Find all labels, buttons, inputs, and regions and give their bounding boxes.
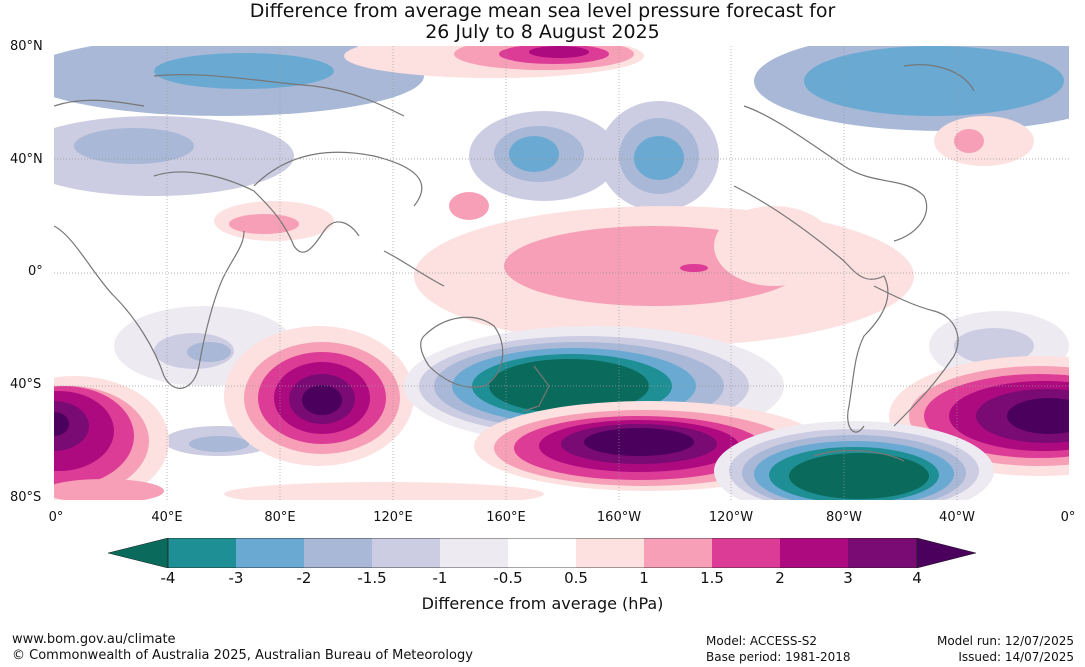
lon-label-80w: 80°W (826, 510, 862, 525)
colorbar-bin (372, 538, 440, 568)
lon-label-80e: 80°E (264, 510, 296, 525)
south-atlantic-high-west (54, 376, 169, 500)
colorbar-tick: -0.5 (493, 569, 523, 587)
colorbar-bin (304, 538, 372, 568)
lat-label-40s: 40°S (10, 377, 42, 392)
lon-label-160e: 160°E (486, 510, 526, 525)
lon-label-0-left: 0° (48, 510, 64, 525)
colorbar-bin (644, 538, 712, 568)
south-atlantic-high-east (889, 356, 1069, 476)
arctic-negative-region (54, 46, 1069, 196)
colorbar-tick: 3 (843, 569, 853, 587)
north-pacific-negative-region (469, 101, 719, 211)
colorbar-bin (508, 538, 576, 568)
colorbar-tick: -1 (432, 569, 448, 587)
footer-model: Model: ACCESS-S2 (706, 634, 818, 648)
colorbar-bin (712, 538, 780, 568)
indian-ocean-high (224, 326, 414, 466)
colorbar-tick: -2 (296, 569, 312, 587)
lon-label-40w: 40°W (939, 510, 975, 525)
lon-label-120e: 120°E (373, 510, 413, 525)
footer-base-period: Base period: 1981-2018 (706, 650, 851, 664)
lon-label-0-right: 0° (1060, 510, 1076, 525)
colorbar-bin (440, 538, 508, 568)
colorbar-tick: 2 (775, 569, 785, 587)
colorbar-bin (168, 538, 236, 568)
colorbar-label: Difference from average (hPa) (421, 594, 664, 613)
colorbar-min-extend (108, 538, 169, 568)
map-title-line2: 26 July to 8 August 2025 (425, 21, 660, 43)
lat-label-40n: 40°N (10, 152, 43, 167)
lat-label-80s: 80°S (10, 490, 42, 505)
footer-issued: Issued: 14/07/2025 (958, 650, 1074, 664)
map-title-line1: Difference from average mean sea level p… (249, 0, 836, 22)
amundsen-sea-low (714, 421, 994, 500)
colorbar-tick: 4 (912, 569, 922, 587)
colorbar-tick: 1.5 (700, 569, 724, 587)
footer-url[interactable]: www.bom.gov.au/climate (12, 632, 176, 647)
colorbar-tick: 0.5 (564, 569, 588, 587)
lat-label-equator: 0° (28, 264, 43, 279)
tropical-positive-region (214, 116, 1034, 346)
colorbar-max-extend (916, 538, 977, 568)
graticule (54, 46, 1069, 500)
lat-label-80n: 80°N (10, 39, 43, 54)
colorbar (108, 538, 977, 568)
lon-label-40e: 40°E (151, 510, 183, 525)
colorbar-tick: -3 (228, 569, 244, 587)
colorbar-bin (848, 538, 917, 568)
colorbar-tick: -4 (160, 569, 176, 587)
lon-label-160w: 160°W (596, 510, 642, 525)
lon-label-120w: 120°W (708, 510, 754, 525)
footer-model-run: Model run: 12/07/2025 (936, 634, 1074, 648)
colorbar-bin (236, 538, 304, 568)
colorbar-bin (576, 538, 644, 568)
colorbar-tick: -1.5 (357, 569, 387, 587)
pressure-anomaly-map (54, 46, 1069, 500)
colorbar-bin (780, 538, 848, 568)
colorbar-tick: 1 (639, 569, 649, 587)
coastlines (54, 64, 975, 462)
footer-copyright: © Commonwealth of Australia 2025, Austra… (12, 648, 473, 663)
